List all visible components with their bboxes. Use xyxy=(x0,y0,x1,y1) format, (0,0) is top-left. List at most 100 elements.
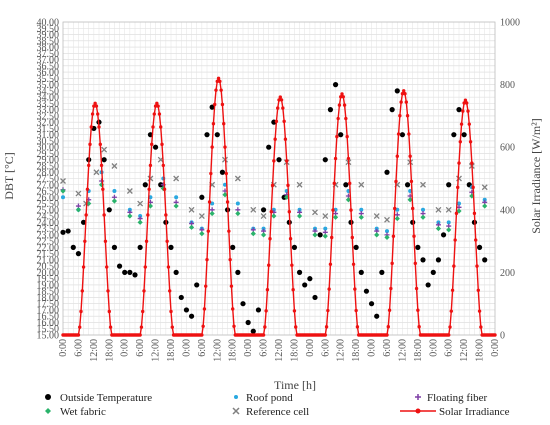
data-point xyxy=(166,265,171,269)
data-point xyxy=(227,229,231,233)
data-point xyxy=(160,142,164,147)
data-point xyxy=(250,206,257,213)
data-point xyxy=(219,169,226,175)
data-point xyxy=(78,325,82,329)
data-point xyxy=(245,319,251,326)
data-point xyxy=(199,194,205,200)
data-point xyxy=(188,206,195,213)
data-point xyxy=(477,309,482,313)
data-point xyxy=(416,308,420,312)
data-point xyxy=(353,244,359,250)
data-point xyxy=(374,313,380,319)
y-left-tick-label: 17.50 xyxy=(37,299,60,310)
data-point xyxy=(420,214,426,220)
y-left-tick-label: 15.50 xyxy=(37,324,60,335)
legend-label-outside-temperature: Outside Temperature xyxy=(60,392,152,404)
x-tick-label: 12:00 xyxy=(274,339,285,362)
x-tick-label: 12:00 xyxy=(336,339,347,362)
data-point xyxy=(466,109,470,113)
data-point xyxy=(201,324,205,329)
legend-item-outside-temperature: Outside Temperature xyxy=(45,392,152,404)
data-point xyxy=(323,333,327,337)
data-point xyxy=(223,182,227,187)
y-left-tick-label: 18.00 xyxy=(37,293,60,304)
data-point xyxy=(467,122,471,126)
data-point xyxy=(288,237,293,241)
data-point xyxy=(449,309,453,313)
data-point xyxy=(268,237,272,241)
data-point xyxy=(394,179,398,184)
data-point xyxy=(211,122,216,126)
data-point xyxy=(173,203,179,209)
data-point xyxy=(111,198,118,204)
x-tick-label: 18:00 xyxy=(166,339,177,362)
data-point xyxy=(344,116,348,121)
data-point xyxy=(105,265,109,269)
data-point xyxy=(322,233,328,239)
data-point xyxy=(230,244,236,250)
data-point xyxy=(476,244,483,250)
y-left-tick-label: 18.50 xyxy=(37,287,60,298)
y-left-tick-label: 38.50 xyxy=(37,36,60,47)
data-point xyxy=(142,182,148,188)
data-point xyxy=(150,142,154,147)
data-point xyxy=(271,207,276,212)
data-point xyxy=(402,89,406,93)
data-point xyxy=(453,238,457,242)
data-point xyxy=(204,132,210,138)
data-point xyxy=(452,264,456,268)
x-tick-label: 12:00 xyxy=(397,339,408,362)
data-point xyxy=(98,142,102,147)
data-point xyxy=(210,145,214,149)
data-point xyxy=(396,132,401,136)
data-point xyxy=(183,307,190,313)
data-point xyxy=(358,181,365,188)
data-point xyxy=(330,235,334,240)
data-point xyxy=(355,325,360,329)
data-point xyxy=(307,276,313,282)
data-point xyxy=(222,122,226,126)
x-tick-label: 0:00 xyxy=(181,339,192,357)
data-point xyxy=(139,325,144,329)
data-point xyxy=(158,182,164,188)
data-point xyxy=(395,154,399,158)
data-point xyxy=(260,213,267,220)
data-point xyxy=(384,216,390,223)
data-point xyxy=(218,79,222,84)
data-point xyxy=(279,98,284,102)
data-point xyxy=(408,154,412,158)
data-point xyxy=(61,195,65,200)
data-point xyxy=(302,282,308,288)
x-tick-label: 18:00 xyxy=(104,339,115,362)
data-point xyxy=(353,287,357,291)
data-point xyxy=(290,263,294,267)
data-point xyxy=(294,325,298,329)
y-left-tick-label: 16.50 xyxy=(37,312,60,323)
data-point xyxy=(447,333,451,337)
data-point xyxy=(111,163,118,169)
data-point xyxy=(394,215,400,222)
data-point xyxy=(169,309,173,314)
data-point xyxy=(260,207,267,213)
y-left-tick-label: 39.50 xyxy=(37,24,60,35)
data-point xyxy=(276,157,282,163)
data-point xyxy=(234,175,241,182)
legend-marker-roof-pond xyxy=(234,395,238,399)
data-point xyxy=(338,132,344,138)
data-point xyxy=(384,169,390,175)
legend-item-solar-irradiance: Solar Irradiance xyxy=(400,406,510,418)
y-left-tick-label: 33.50 xyxy=(37,99,60,110)
y-left-tick-label: 21.50 xyxy=(37,249,60,260)
data-point xyxy=(482,203,488,209)
data-point xyxy=(235,201,240,206)
data-point xyxy=(269,210,273,214)
data-point xyxy=(273,137,277,141)
data-point xyxy=(454,211,459,216)
data-point xyxy=(409,179,414,184)
data-point xyxy=(398,114,402,118)
data-point xyxy=(390,261,394,266)
data-point xyxy=(405,114,410,118)
data-point xyxy=(445,206,452,213)
data-point xyxy=(265,288,270,292)
